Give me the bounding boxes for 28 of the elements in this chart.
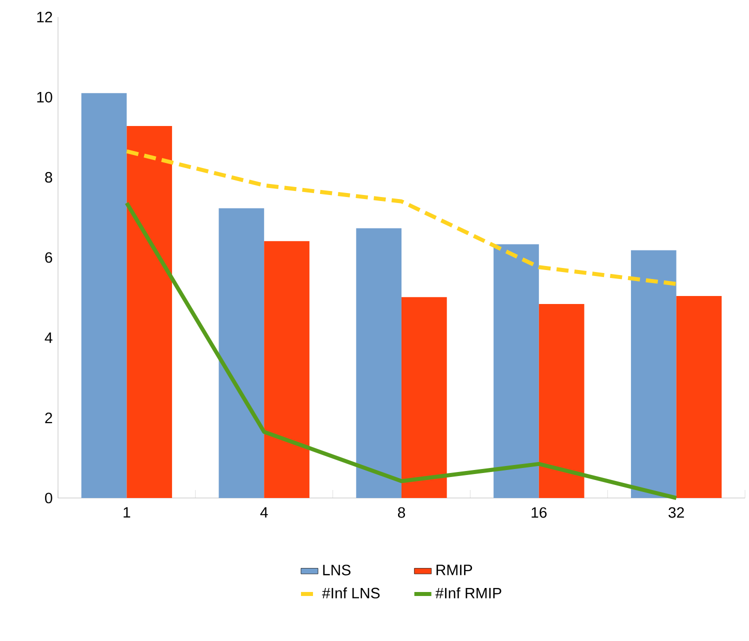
x-tick-label: 8 [398,507,406,518]
bar [538,304,584,498]
bar [81,93,127,498]
line-series [124,200,678,500]
bar [218,208,264,498]
legend-label: #Inf RMIP [435,587,502,598]
legend-label: LNS [323,564,350,576]
y-tick-label: 12 [37,12,52,22]
line-series [124,149,678,286]
bar [676,296,722,498]
bar [402,297,447,498]
y-tick-label: 0 [45,492,52,504]
x-tick-label: 32 [668,507,684,518]
legend-label: RMIP [436,564,472,576]
x-tick-label: 16 [532,507,547,518]
bar [264,241,310,498]
bar [494,244,539,498]
legend-label: #Inf LNS [322,587,380,598]
bar [126,126,172,498]
y-tick-label: 10 [37,92,52,102]
y-tick-label: 4 [44,332,52,343]
bar [630,250,676,498]
y-tick-label: 8 [45,172,52,183]
y-tick-label: 2 [45,412,52,424]
x-tick-label: 4 [260,507,268,518]
x-tick-label: 1 [124,507,130,518]
bar [356,228,402,498]
y-tick-label: 6 [45,252,52,263]
